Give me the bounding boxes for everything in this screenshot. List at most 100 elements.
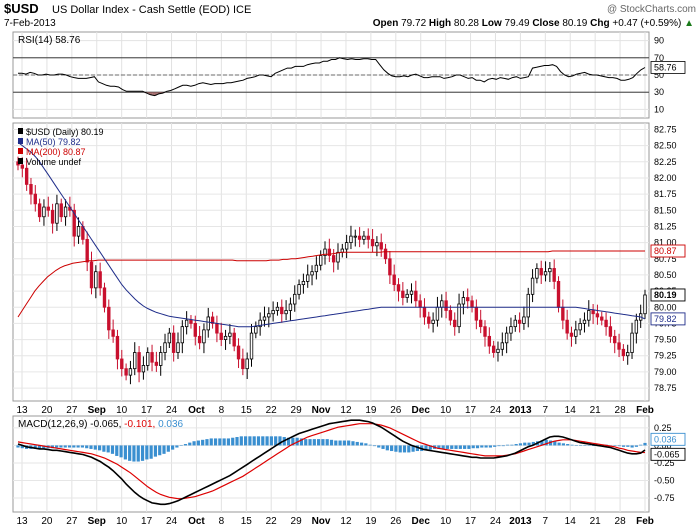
ohlc-value: 80.28 [454, 18, 479, 29]
candle-body [548, 268, 552, 273]
x-axis-label: 10 [116, 516, 128, 527]
histogram-bar [218, 438, 222, 446]
histogram-bar [342, 440, 346, 446]
histogram-bar [128, 445, 132, 461]
histogram-bar [531, 441, 535, 446]
candle-body [522, 316, 526, 324]
x-axis-label: 26 [390, 405, 402, 416]
histogram-bar [231, 437, 235, 446]
histogram-bar [97, 445, 102, 451]
histogram-bar [553, 441, 557, 446]
candle-body [565, 319, 569, 334]
ohlc-summary: Open 79.72 High 80.28 Low 79.49 Close 80… [373, 18, 694, 29]
candle-body [405, 293, 409, 298]
histogram-bar [192, 441, 196, 446]
price-tick-label: 80.50 [654, 270, 677, 280]
macd-tick-label: -0.50 [654, 475, 675, 485]
price-tag-box [650, 312, 686, 326]
candle-body [370, 238, 375, 247]
x-axis-label: 14 [565, 405, 577, 416]
x-axis-label: 17 [465, 516, 477, 527]
x-axis-label: 8 [219, 516, 225, 527]
histogram-bar [377, 445, 381, 448]
macd-tag-text: 0.036 [654, 434, 677, 444]
x-axis-label: 21 [590, 405, 602, 416]
candle-body [496, 348, 500, 353]
candle-body [232, 332, 236, 347]
price-panel: 78.7579.0079.2579.5079.7580.0080.2580.50… [16, 124, 686, 393]
histogram-bar [385, 445, 389, 451]
histogram-bar [591, 445, 596, 446]
histogram-bar [493, 445, 497, 447]
candle-body [76, 226, 81, 237]
ma200-line [17, 250, 645, 318]
histogram-bar [334, 440, 338, 446]
x-axis-label: 17 [141, 405, 153, 416]
x-axis-label: Sep [88, 516, 106, 527]
macd-tick-label: -0.25 [654, 458, 675, 468]
macd-legend-text: MACD(12,26,9) -0.065, -0.101, 0.036 [18, 419, 184, 430]
x-axis-label: 2013 [509, 516, 532, 527]
price-tag-box [650, 244, 686, 258]
candle-body [206, 316, 210, 331]
candle-body [137, 352, 141, 373]
price-tick-label: 81.75 [654, 189, 677, 199]
histogram-bar [312, 439, 316, 446]
ohlc-label: High [426, 18, 454, 29]
x-axis-label: 29 [291, 405, 303, 416]
x-axis-label: 10 [440, 405, 452, 416]
histogram-bar [441, 445, 445, 449]
x-axis-labels-bottom: 13 20 27 Sep 10 17 24 Oct 8 15 22 29 Nov 12 19 26 Dec 10 1… [16, 516, 653, 527]
candle-body [171, 332, 176, 353]
rsi-legend: RSI(14) 58.76 [18, 35, 81, 46]
candle-body [392, 274, 396, 286]
histogram-bar [372, 445, 377, 447]
ohlc-label: Chg [587, 18, 612, 29]
histogram-bar [201, 439, 205, 446]
candle-body [626, 352, 630, 357]
x-axis-label: 27 [66, 516, 78, 527]
x-axis-label: Oct [188, 516, 205, 527]
candle-body [414, 290, 418, 302]
candle-body [46, 206, 50, 211]
candle-body [353, 235, 357, 238]
x-axis-label: 7 [543, 405, 549, 416]
histogram-bar [256, 436, 261, 446]
legend-item: MA(200) 80.87 [26, 147, 86, 157]
histogram-bar [269, 436, 273, 446]
candle-body [98, 271, 102, 289]
candle-body [258, 319, 262, 328]
macd-tick-label: -0.75 [654, 493, 675, 503]
copyright-text: @ StockCharts.com [607, 4, 696, 15]
candle-body [176, 342, 180, 353]
candle-body [435, 306, 440, 321]
candle-body [133, 352, 137, 370]
ohlc-value: 79.49 [505, 18, 530, 29]
x-axis-label: 29 [291, 516, 303, 527]
rsi-tick-label: 10 [654, 104, 664, 114]
rsi-panel: RSI(14) 58.76 10 30 50 70 90 58.76 [13, 35, 686, 114]
histogram-bar [80, 445, 85, 448]
histogram-bar [205, 439, 209, 446]
macd-panel: -0.75-0.50-0.250.000.25 MACD(12,26,9) -0… [16, 419, 686, 506]
histogram-bar [583, 445, 587, 446]
ohlc-label: Open [373, 18, 401, 29]
ohlc-label: Close [530, 18, 563, 29]
candle-body [262, 316, 267, 321]
histogram-bar [291, 437, 295, 446]
histogram-bar [407, 445, 411, 453]
candle-body [336, 251, 340, 263]
candle-body [457, 303, 461, 328]
candle-body [141, 365, 146, 373]
x-axis-label: 17 [465, 405, 477, 416]
legend-swatch [18, 138, 23, 144]
histogram-bar [364, 443, 368, 446]
x-axis-label: 22 [266, 405, 278, 416]
candle-body [422, 306, 427, 318]
histogram-bar [63, 445, 67, 448]
candle-body [401, 290, 405, 298]
candle-body [409, 290, 414, 295]
candle-body [474, 306, 479, 321]
candle-body [301, 280, 306, 286]
histogram-bar [428, 445, 432, 450]
